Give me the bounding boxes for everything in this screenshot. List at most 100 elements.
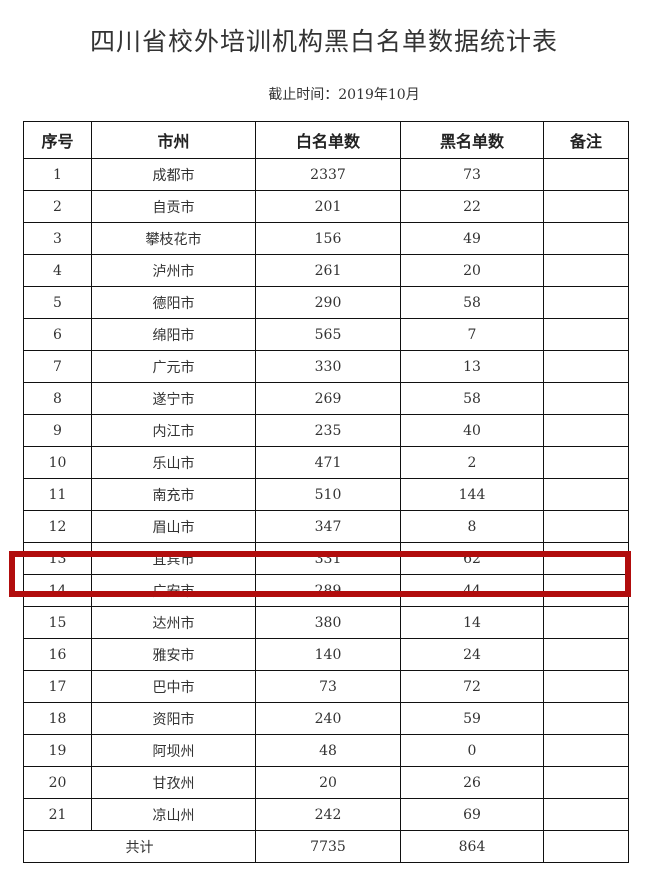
total-label: 共计 [23, 830, 256, 863]
cell-whitelist: 380 [255, 606, 401, 639]
cell-note [543, 286, 629, 319]
cell-blacklist: 69 [400, 798, 544, 831]
highlight-box [9, 551, 631, 597]
cell-note [543, 606, 629, 639]
cell-index: 11 [23, 478, 92, 511]
total-blacklist: 864 [400, 830, 544, 863]
cell-index: 18 [23, 702, 92, 735]
cell-city: 遂宁市 [91, 382, 256, 415]
cell-note [543, 734, 629, 767]
cell-city: 达州市 [91, 606, 256, 639]
cell-whitelist: 140 [255, 638, 401, 671]
cell-index: 1 [23, 158, 92, 191]
blacklist-whitelist-table: 序号 市州 白名单数 黑名单数 备注 1 成都市 2337 73 2 自贡市 201 22 3 攀… [23, 121, 629, 863]
table-row: 5 德阳市 290 58 [23, 286, 629, 319]
cell-city: 自贡市 [91, 190, 256, 223]
total-note [543, 830, 629, 863]
cell-note [543, 574, 629, 607]
total-row: 共计 7735 864 [23, 830, 629, 863]
cell-whitelist: 20 [255, 766, 401, 799]
cell-blacklist: 20 [400, 254, 544, 287]
table-row: 12 眉山市 347 8 [23, 510, 629, 543]
table-row: 9 内江市 235 40 [23, 414, 629, 447]
cell-index: 12 [23, 510, 92, 543]
cell-city: 阿坝州 [91, 734, 256, 767]
table-row: 19 阿坝州 48 0 [23, 734, 629, 767]
cell-note [543, 190, 629, 223]
cell-blacklist: 72 [400, 670, 544, 703]
cell-city: 巴中市 [91, 670, 256, 703]
cell-blacklist: 13 [400, 350, 544, 383]
cell-city: 德阳市 [91, 286, 256, 319]
cell-index: 3 [23, 222, 92, 255]
cell-city: 甘孜州 [91, 766, 256, 799]
cell-city: 眉山市 [91, 510, 256, 543]
cell-city: 绵阳市 [91, 318, 256, 351]
cell-index: 7 [23, 350, 92, 383]
cell-note [543, 254, 629, 287]
cell-whitelist: 565 [255, 318, 401, 351]
cell-index: 5 [23, 286, 92, 319]
table-row: 7 广元市 330 13 [23, 350, 629, 383]
cell-note [543, 414, 629, 447]
cell-whitelist: 471 [255, 446, 401, 479]
cell-city: 雅安市 [91, 638, 256, 671]
cell-city: 南充市 [91, 478, 256, 511]
cell-blacklist: 22 [400, 190, 544, 223]
cell-blacklist: 73 [400, 158, 544, 191]
cell-city: 泸州市 [91, 254, 256, 287]
cell-whitelist: 240 [255, 702, 401, 735]
table-row: 17 巴中市 73 72 [23, 670, 629, 703]
cell-index: 15 [23, 606, 92, 639]
cell-index: 20 [23, 766, 92, 799]
cell-city: 广元市 [91, 350, 256, 383]
table-row: 3 攀枝花市 156 49 [23, 222, 629, 255]
cell-whitelist: 242 [255, 798, 401, 831]
cell-blacklist: 59 [400, 702, 544, 735]
cell-note [543, 638, 629, 671]
table-row: 20 甘孜州 20 26 [23, 766, 629, 799]
cell-index: 21 [23, 798, 92, 831]
cell-note [543, 766, 629, 799]
document-title: 四川省校外培训机构黑白名单数据统计表 [89, 27, 558, 56]
cell-note [543, 318, 629, 351]
cell-index: 4 [23, 254, 92, 287]
cell-blacklist: 40 [400, 414, 544, 447]
table-row: 2 自贡市 201 22 [23, 190, 629, 223]
cell-whitelist: 48 [255, 734, 401, 767]
total-whitelist: 7735 [255, 830, 401, 863]
cell-blacklist: 7 [400, 318, 544, 351]
cell-whitelist: 156 [255, 222, 401, 255]
cell-whitelist: 347 [255, 510, 401, 543]
header-index: 序号 [23, 121, 92, 159]
cell-index: 2 [23, 190, 92, 223]
table-row: 21 凉山州 242 69 [23, 798, 629, 831]
cell-note [543, 446, 629, 479]
cell-city: 成都市 [91, 158, 256, 191]
header-city: 市州 [91, 121, 256, 159]
cell-note [543, 350, 629, 383]
cell-blacklist: 8 [400, 510, 544, 543]
cell-blacklist: 58 [400, 286, 544, 319]
cell-city: 资阳市 [91, 702, 256, 735]
table-row: 6 绵阳市 565 7 [23, 318, 629, 351]
cell-note [543, 670, 629, 703]
table-row: 11 南充市 510 144 [23, 478, 629, 511]
table-header-row: 序号 市州 白名单数 黑名单数 备注 [23, 121, 629, 159]
cell-index: 10 [23, 446, 92, 479]
table-row: 8 遂宁市 269 58 [23, 382, 629, 415]
cell-whitelist: 73 [255, 670, 401, 703]
cell-index: 17 [23, 670, 92, 703]
header-whitelist-count: 白名单数 [255, 121, 401, 159]
cell-index: 8 [23, 382, 92, 415]
header-blacklist-count: 黑名单数 [400, 121, 544, 159]
table-row: 1 成都市 2337 73 [23, 158, 629, 191]
cell-whitelist: 235 [255, 414, 401, 447]
cell-blacklist: 26 [400, 766, 544, 799]
cell-whitelist: 2337 [255, 158, 401, 191]
cell-city: 攀枝花市 [91, 222, 256, 255]
cell-note [543, 510, 629, 543]
cell-city: 乐山市 [91, 446, 256, 479]
cell-blacklist: 0 [400, 734, 544, 767]
cell-blacklist: 14 [400, 606, 544, 639]
